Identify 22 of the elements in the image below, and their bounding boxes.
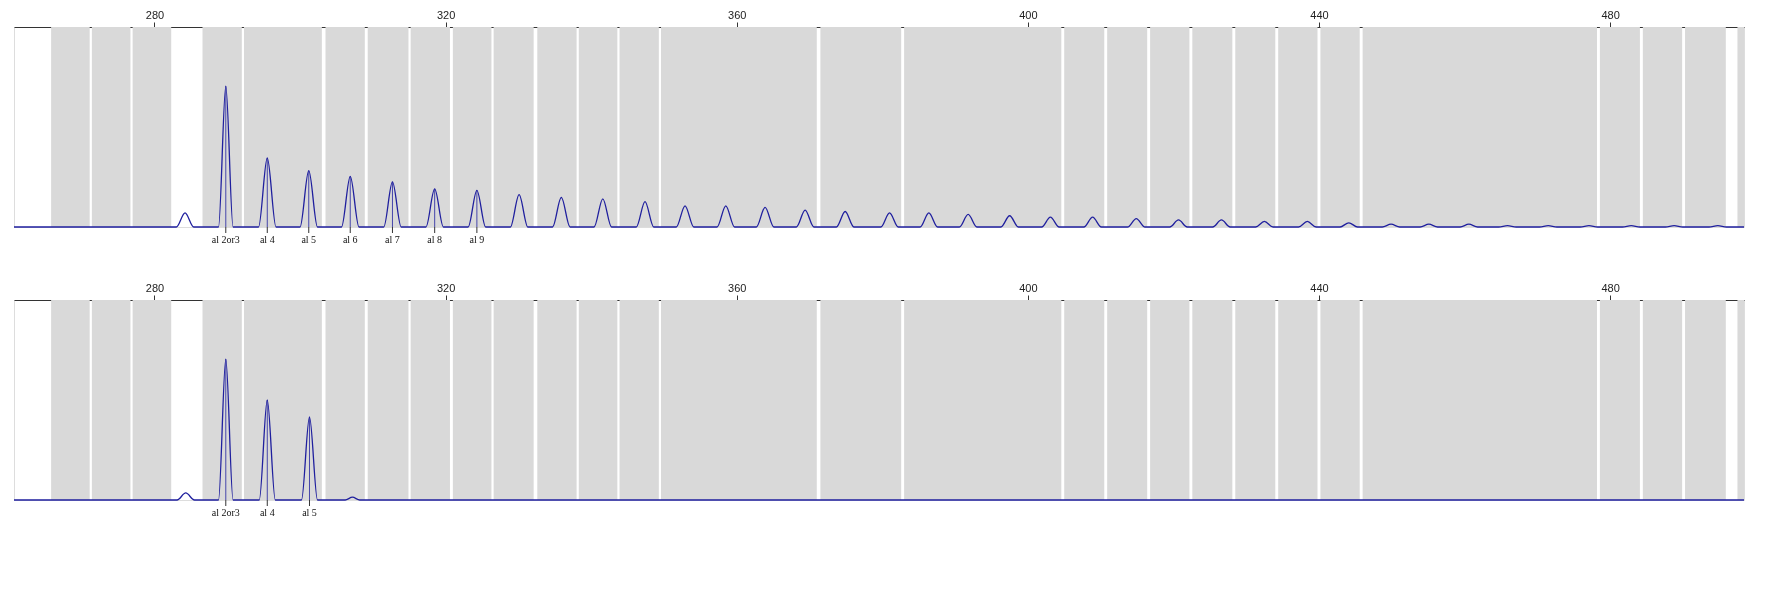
- x-tick-label: 400: [1019, 281, 1038, 294]
- annotation: al 4: [259, 234, 275, 245]
- annotation: al 9: [469, 234, 485, 245]
- x-tick-label: 320: [436, 8, 456, 21]
- annotation: al 7: [385, 234, 400, 245]
- x-tick-label: 360: [728, 8, 747, 21]
- annotation: al 4: [259, 507, 275, 518]
- x-tick-label: 440: [1310, 8, 1329, 21]
- annotation: al 8: [427, 234, 443, 245]
- x-tick-label: 480: [1601, 281, 1620, 294]
- annotation: al 5: [301, 234, 317, 245]
- annotation: al 2or3: [211, 234, 240, 245]
- x-tick-label: 280: [145, 8, 165, 21]
- x-tick-label: 480: [1601, 8, 1620, 21]
- x-tick-label: 440: [1310, 281, 1329, 294]
- annotation: al 2or3: [211, 507, 240, 518]
- x-tick-label: 360: [728, 281, 747, 294]
- x-tick-label: 320: [436, 281, 456, 294]
- x-tick-label: 400: [1019, 8, 1038, 21]
- annotation: al 5: [302, 507, 317, 518]
- annotation: al 6: [342, 234, 358, 245]
- x-tick-label: 280: [145, 281, 165, 294]
